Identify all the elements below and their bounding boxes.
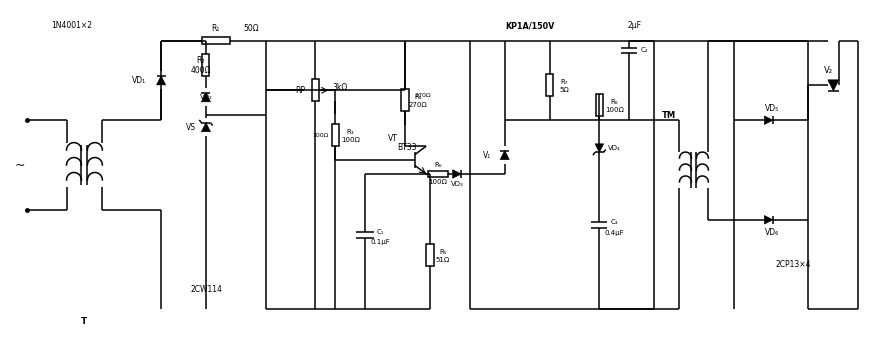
- Text: 100Ω: 100Ω: [604, 107, 623, 113]
- Text: BT33: BT33: [397, 142, 416, 152]
- Text: 3kΩ: 3kΩ: [332, 83, 348, 92]
- Text: RP: RP: [295, 86, 305, 95]
- Bar: [311, 79, 319, 101]
- Bar: [545, 74, 553, 96]
- Text: R₈: R₈: [610, 99, 617, 105]
- Text: 100Ω: 100Ω: [341, 137, 360, 143]
- Text: 270Ω: 270Ω: [408, 102, 427, 108]
- Text: 51Ω: 51Ω: [435, 257, 449, 262]
- Bar: [401, 89, 408, 111]
- Text: 5Ω: 5Ω: [559, 87, 568, 93]
- Polygon shape: [500, 151, 508, 159]
- Text: T: T: [81, 317, 88, 326]
- Text: 2μF: 2μF: [627, 21, 640, 30]
- Text: C₂: C₂: [640, 48, 647, 53]
- Text: 100Ω: 100Ω: [428, 179, 447, 185]
- Text: VD₄: VD₄: [607, 145, 620, 151]
- Text: TM: TM: [661, 111, 675, 120]
- Polygon shape: [452, 170, 461, 178]
- Text: R₅: R₅: [439, 249, 447, 255]
- Text: V₁: V₁: [482, 151, 490, 159]
- Text: 2CP13×4: 2CP13×4: [775, 260, 811, 269]
- Bar: [202, 54, 209, 76]
- Text: 2CW114: 2CW114: [189, 285, 222, 294]
- Text: C₁: C₁: [376, 229, 383, 235]
- Text: 0.1μF: 0.1μF: [370, 239, 389, 245]
- Text: VD₆: VD₆: [764, 228, 778, 237]
- Text: V₂: V₂: [823, 66, 832, 75]
- Text: R₆: R₆: [434, 162, 441, 168]
- Text: R₁: R₁: [211, 24, 220, 33]
- Bar: [595, 94, 602, 116]
- Text: KP1A/150V: KP1A/150V: [504, 21, 554, 30]
- Bar: [202, 37, 229, 44]
- Bar: [331, 124, 339, 146]
- Text: R₇: R₇: [561, 79, 567, 85]
- Text: VD₂: VD₂: [199, 94, 212, 100]
- Text: R₃: R₃: [346, 129, 354, 135]
- Text: 270Ω: 270Ω: [415, 93, 431, 98]
- Text: ~: ~: [15, 158, 25, 171]
- Text: VT: VT: [388, 134, 398, 143]
- Polygon shape: [764, 116, 772, 124]
- Polygon shape: [202, 93, 210, 102]
- Polygon shape: [156, 76, 165, 85]
- Text: R₄: R₄: [414, 94, 421, 100]
- Polygon shape: [202, 123, 210, 132]
- Text: 0.4μF: 0.4μF: [604, 230, 623, 236]
- Polygon shape: [594, 144, 603, 152]
- Bar: [428, 171, 448, 177]
- Text: 1N4001×2: 1N4001×2: [51, 21, 92, 30]
- Polygon shape: [827, 80, 838, 91]
- Text: 50Ω: 50Ω: [242, 24, 258, 33]
- Text: VD₁: VD₁: [132, 76, 146, 85]
- Text: 400Ω: 400Ω: [190, 66, 211, 75]
- Text: C₃: C₃: [610, 219, 617, 225]
- Polygon shape: [764, 216, 772, 224]
- Text: R₂: R₂: [196, 56, 205, 65]
- Text: VD₅: VD₅: [764, 104, 778, 113]
- Text: VS: VS: [186, 123, 196, 132]
- Text: 100Ω: 100Ω: [312, 133, 328, 138]
- Bar: [426, 244, 434, 266]
- Text: VD₃: VD₃: [450, 181, 463, 187]
